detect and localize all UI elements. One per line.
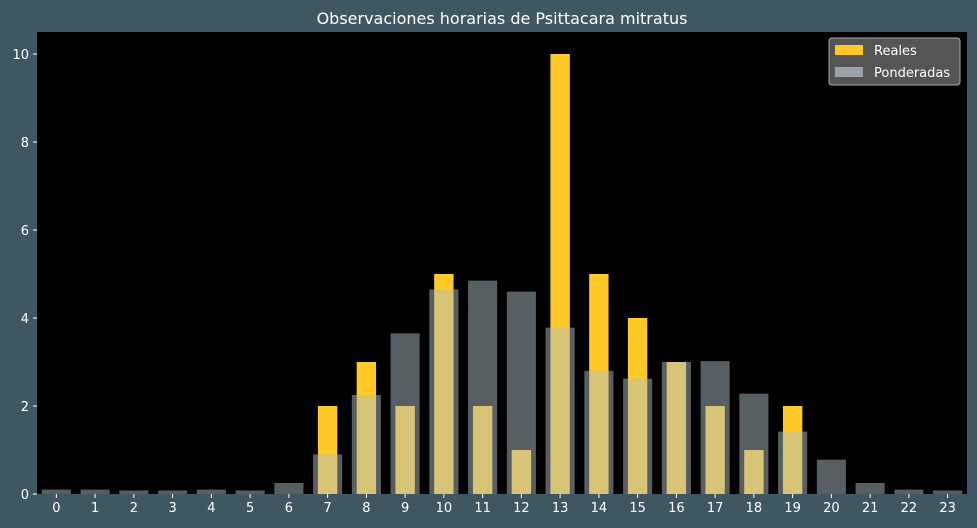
legend-label-reales: Reales xyxy=(874,44,917,59)
x-tick-label-20: 20 xyxy=(823,501,840,516)
x-tick-label-6: 6 xyxy=(285,501,293,516)
x-tick-label-13: 13 xyxy=(552,501,569,516)
x-tick-label-4: 4 xyxy=(207,501,215,516)
bar-ponderadas-13 xyxy=(545,327,575,494)
x-tick-label-15: 15 xyxy=(629,501,646,516)
x-axis: 0 1 2 3 4 5 6 7 8 9 10 11 12 13 14 15 16 17 18 19 20 21 22 23 xyxy=(52,494,956,516)
x-tick-label-18: 18 xyxy=(746,501,763,516)
bar-ponderadas-15 xyxy=(623,378,653,494)
legend: Reales Ponderadas xyxy=(828,37,961,86)
y-tick-label-2: 2 xyxy=(21,400,29,415)
bar-ponderadas-19 xyxy=(778,431,808,494)
legend-label-ponderadas: Ponderadas xyxy=(874,66,950,81)
y-axis: 0 2 4 6 8 10 xyxy=(12,48,37,503)
x-tick-label-22: 22 xyxy=(901,501,918,516)
bar-ponderadas-3 xyxy=(158,490,188,494)
bar-ponderadas-20 xyxy=(816,459,846,494)
bar-ponderadas-12 xyxy=(506,291,536,494)
x-tick-label-17: 17 xyxy=(707,501,724,516)
bar-ponderadas-4 xyxy=(196,489,226,494)
bar-ponderadas-8 xyxy=(351,395,381,494)
y-tick-label-6: 6 xyxy=(21,224,29,239)
bar-ponderadas-23 xyxy=(933,490,963,494)
x-tick-label-11: 11 xyxy=(474,501,491,516)
x-tick-label-23: 23 xyxy=(939,501,956,516)
chart-title: Observaciones horarias de Psittacara mit… xyxy=(317,9,688,28)
legend-swatch-ponderadas xyxy=(835,67,863,77)
bar-ponderadas-22 xyxy=(894,489,924,494)
y-tick-label-4: 4 xyxy=(21,312,29,327)
bar-ponderadas-10 xyxy=(429,289,459,494)
bar-ponderadas-7 xyxy=(313,454,343,494)
bar-ponderadas-11 xyxy=(468,280,498,494)
series-ponderadas xyxy=(41,280,963,494)
bar-ponderadas-5 xyxy=(235,490,265,494)
bar-ponderadas-1 xyxy=(80,489,110,494)
bar-ponderadas-0 xyxy=(41,489,71,494)
x-tick-label-12: 12 xyxy=(513,501,530,516)
x-tick-label-19: 19 xyxy=(784,501,801,516)
bar-ponderadas-17 xyxy=(700,361,730,494)
y-tick-label-8: 8 xyxy=(21,136,29,151)
bar-ponderadas-9 xyxy=(390,333,420,494)
bar-ponderadas-14 xyxy=(584,370,614,494)
x-tick-label-5: 5 xyxy=(246,501,254,516)
plot-area xyxy=(37,32,967,494)
bar-ponderadas-2 xyxy=(119,490,149,494)
x-tick-label-3: 3 xyxy=(168,501,176,516)
bar-ponderadas-21 xyxy=(855,483,885,494)
bar-ponderadas-6 xyxy=(274,483,304,494)
legend-swatch-reales xyxy=(835,45,863,55)
y-tick-label-10: 10 xyxy=(12,48,29,63)
bar-ponderadas-16 xyxy=(661,362,691,494)
x-tick-label-0: 0 xyxy=(52,501,60,516)
y-tick-label-0: 0 xyxy=(21,488,29,503)
x-tick-label-8: 8 xyxy=(362,501,370,516)
x-tick-label-2: 2 xyxy=(130,501,138,516)
x-tick-label-10: 10 xyxy=(436,501,453,516)
x-tick-label-14: 14 xyxy=(591,501,608,516)
x-tick-label-9: 9 xyxy=(401,501,409,516)
x-tick-label-21: 21 xyxy=(862,501,879,516)
bar-ponderadas-18 xyxy=(739,393,769,494)
x-tick-label-1: 1 xyxy=(91,501,99,516)
x-tick-label-16: 16 xyxy=(668,501,685,516)
x-tick-label-7: 7 xyxy=(323,501,331,516)
